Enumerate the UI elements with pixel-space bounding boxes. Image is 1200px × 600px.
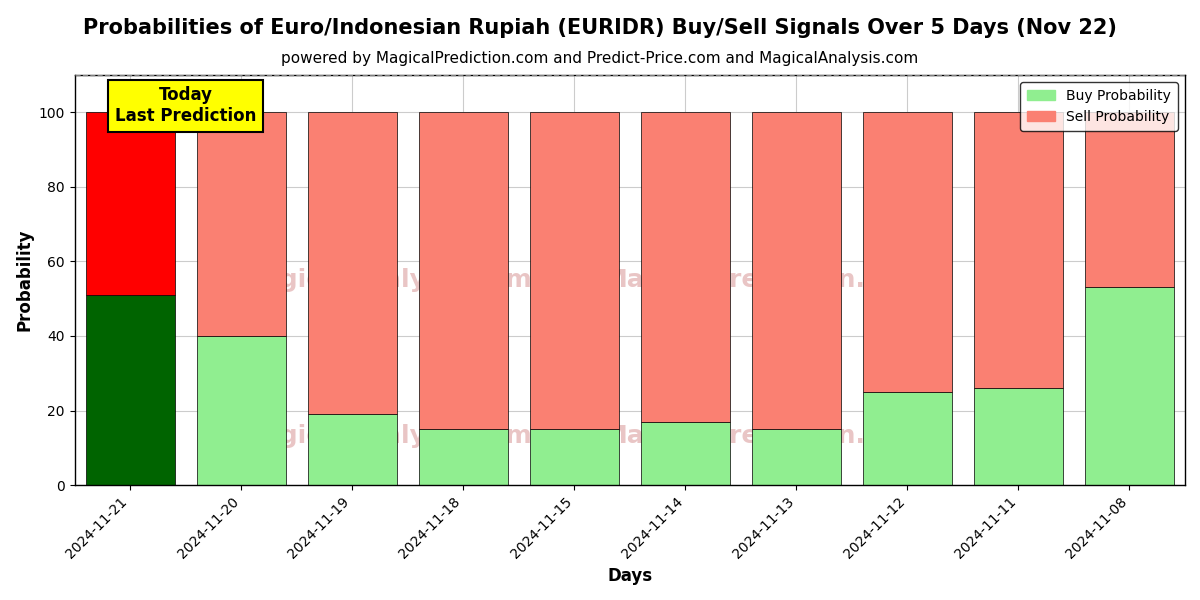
Legend: Buy Probability, Sell Probability: Buy Probability, Sell Probability	[1020, 82, 1178, 131]
Text: MagicalAnalysis.com: MagicalAnalysis.com	[239, 424, 533, 448]
Bar	[419, 429, 508, 485]
Text: Today
Last Prediction: Today Last Prediction	[115, 86, 257, 125]
Bar	[197, 112, 286, 336]
Bar	[85, 112, 174, 295]
Bar	[752, 429, 841, 485]
Bar	[641, 422, 730, 485]
Bar	[308, 112, 397, 414]
Text: MagicalPrediction.com: MagicalPrediction.com	[602, 424, 924, 448]
Bar	[1085, 112, 1174, 287]
Y-axis label: Probability: Probability	[16, 229, 34, 331]
Bar	[530, 112, 619, 429]
Text: MagicalPrediction.com: MagicalPrediction.com	[602, 268, 924, 292]
Text: MagicalAnalysis.com: MagicalAnalysis.com	[239, 268, 533, 292]
Bar	[308, 414, 397, 485]
Bar	[863, 112, 952, 392]
Bar	[752, 112, 841, 429]
Text: Probabilities of Euro/Indonesian Rupiah (EURIDR) Buy/Sell Signals Over 5 Days (N: Probabilities of Euro/Indonesian Rupiah …	[83, 18, 1117, 38]
Bar	[1085, 287, 1174, 485]
X-axis label: Days: Days	[607, 567, 653, 585]
Bar	[197, 336, 286, 485]
Bar	[974, 112, 1063, 388]
Bar	[530, 429, 619, 485]
Bar	[863, 392, 952, 485]
Bar	[85, 295, 174, 485]
Bar	[419, 112, 508, 429]
Bar	[641, 112, 730, 422]
Text: powered by MagicalPrediction.com and Predict-Price.com and MagicalAnalysis.com: powered by MagicalPrediction.com and Pre…	[281, 51, 919, 66]
Bar	[974, 388, 1063, 485]
